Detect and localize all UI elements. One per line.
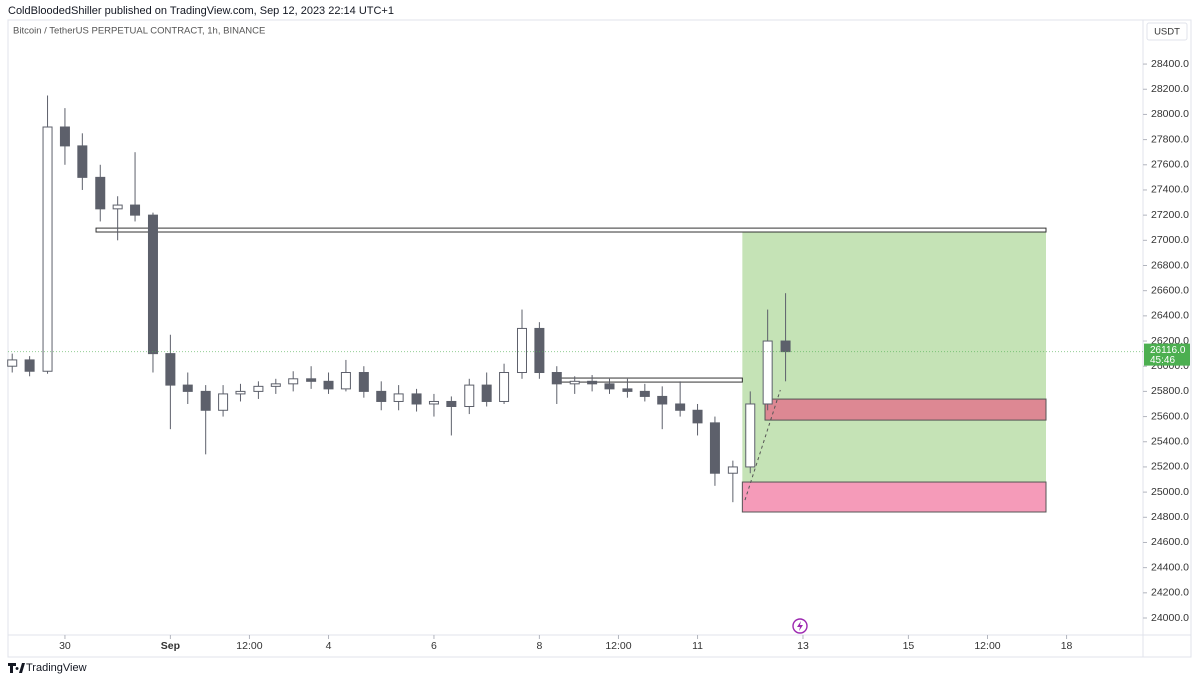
candle-body	[130, 204, 141, 216]
y-tick-label: 25200.0	[1151, 461, 1189, 473]
candle-body	[358, 372, 369, 392]
candle-body	[112, 204, 123, 210]
x-tick-label: Sep	[161, 640, 180, 652]
candle-body	[587, 380, 598, 385]
candle-body	[376, 390, 387, 402]
y-tick-label: 24400.0	[1151, 561, 1189, 573]
y-tick-label: 27400.0	[1151, 184, 1189, 196]
candle-body	[604, 383, 615, 390]
candle-body	[692, 409, 703, 424]
last-price-badge	[1144, 343, 1190, 366]
x-tick-label: 12:00	[605, 640, 631, 652]
x-tick-label: 18	[1061, 640, 1073, 652]
y-tick-label: 25600.0	[1151, 410, 1189, 422]
candle-body	[7, 359, 18, 367]
candle-body	[235, 390, 246, 395]
y-tick-label: 27000.0	[1151, 234, 1189, 246]
candle-body	[95, 176, 106, 210]
candle-body	[147, 214, 158, 355]
candle-body	[639, 390, 650, 397]
candle-body	[165, 353, 176, 386]
trend-line	[744, 389, 781, 501]
y-tick-label: 26800.0	[1151, 259, 1189, 271]
x-tick-label: 13	[797, 640, 809, 652]
candle-body	[59, 126, 70, 147]
candle-body	[551, 372, 562, 385]
y-tick-label: 25800.0	[1151, 385, 1189, 397]
candle-body	[42, 126, 53, 372]
candle-body	[481, 384, 492, 402]
y-tick-label: 26600.0	[1151, 284, 1189, 296]
lightning-icon	[792, 618, 808, 634]
candle-body	[306, 378, 317, 382]
y-tick-label: 27600.0	[1151, 159, 1189, 171]
candle-body	[270, 383, 281, 387]
candle-body	[24, 359, 35, 372]
y-tick-label: 24600.0	[1151, 536, 1189, 548]
drawing-zone	[95, 227, 1047, 233]
y-tick-label: 28200.0	[1151, 83, 1189, 95]
x-tick-label: 11	[692, 640, 703, 652]
candle-body	[727, 466, 738, 474]
candle-body	[534, 327, 545, 374]
symbol-title: Bitcoin / TetherUS PERPETUAL CONTRACT, 1…	[13, 26, 265, 37]
candle-body	[253, 385, 264, 392]
candle-body	[200, 390, 211, 411]
x-tick-label: 30	[59, 640, 71, 652]
drawing-zone	[552, 377, 743, 383]
candle-body	[569, 380, 580, 385]
candle-body	[622, 388, 633, 392]
candle-body	[446, 400, 457, 407]
candle-body	[675, 403, 686, 411]
y-tick-label: 27200.0	[1151, 209, 1189, 221]
candle-body	[780, 340, 791, 353]
unit-badge	[1146, 22, 1188, 41]
y-tick-label: 24200.0	[1151, 587, 1189, 599]
y-tick-label: 24800.0	[1151, 511, 1189, 523]
x-tick-label: 12:00	[974, 640, 1000, 652]
publisher-header: ColdBloodedShiller published on TradingV…	[8, 5, 394, 17]
y-tick-label: 25000.0	[1151, 486, 1189, 498]
x-tick-label: 8	[536, 640, 542, 652]
x-tick-label: 12:00	[236, 640, 262, 652]
candle-body	[411, 393, 422, 405]
x-tick-label: 4	[326, 640, 332, 652]
y-tick-label: 28400.0	[1151, 58, 1189, 70]
candle-body	[657, 395, 668, 405]
y-tick-label: 26400.0	[1151, 310, 1189, 322]
drawing-zone	[742, 232, 1047, 483]
last-price-label: 26116.0	[1150, 345, 1186, 356]
drawing-zone	[764, 398, 1047, 421]
candle-body	[762, 340, 773, 405]
candle-body	[323, 380, 334, 390]
unit-label: USDT	[1154, 27, 1180, 38]
y-tick-label: 28000.0	[1151, 108, 1189, 120]
candle-body	[340, 372, 351, 390]
candle-body	[218, 393, 229, 411]
candle-body	[464, 384, 475, 407]
candle-body	[745, 403, 756, 468]
y-tick-label: 27800.0	[1151, 133, 1189, 145]
candle-body	[516, 327, 527, 374]
tv-logo	[8, 663, 25, 673]
x-tick-label: 15	[903, 640, 915, 652]
y-tick-label: 25400.0	[1151, 436, 1189, 448]
plot-area	[7, 95, 1143, 513]
x-tick-label: 6	[431, 640, 437, 652]
candle-body	[499, 372, 510, 402]
candle-body	[709, 422, 720, 474]
chart-frame	[7, 19, 1192, 658]
countdown-label: 45:46	[1150, 355, 1175, 366]
y-tick-label: 24000.0	[1151, 612, 1189, 624]
candle-body	[288, 378, 299, 385]
candle-body	[182, 384, 193, 392]
candle-body	[393, 393, 404, 402]
drawing-zone	[741, 481, 1047, 513]
candle-body	[77, 145, 88, 178]
candle-body	[428, 400, 439, 405]
footer-brand: TradingView	[26, 662, 87, 674]
